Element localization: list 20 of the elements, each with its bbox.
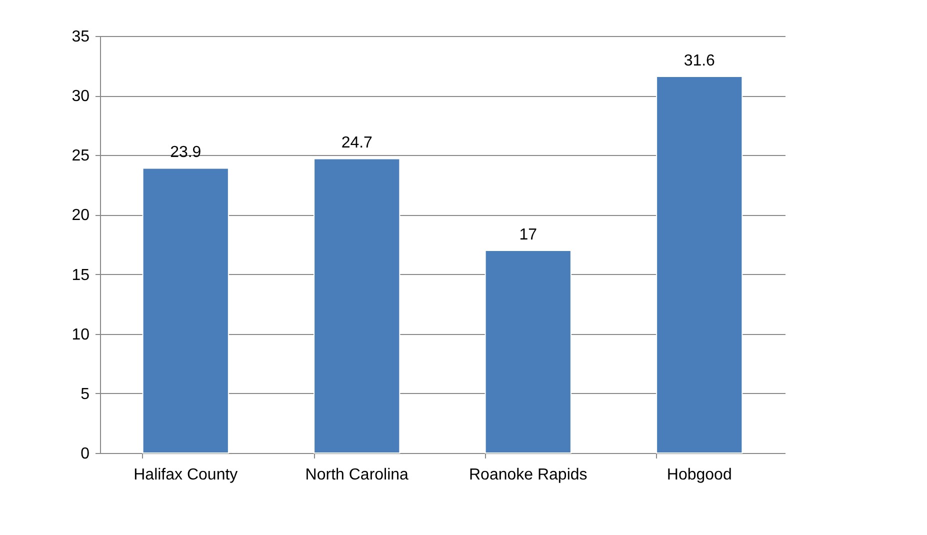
bar: [314, 158, 400, 454]
data-label: 17: [519, 226, 538, 244]
bar: [484, 250, 572, 454]
y-tick-label: 35: [72, 28, 90, 46]
data-label: 23.9: [170, 144, 202, 162]
y-tick-label: 30: [72, 88, 90, 106]
x-tick-label: Roanoke Rapids: [468, 466, 588, 484]
y-tick-label: 10: [72, 326, 90, 344]
bar: [656, 76, 743, 454]
x-tick-label: North Carolina: [305, 466, 409, 484]
data-label: 31.6: [684, 52, 716, 70]
y-tick-label: 15: [72, 266, 90, 284]
y-tick-label: 25: [72, 148, 90, 165]
y-tick-label: 20: [72, 207, 90, 224]
y-tick-label: 5: [80, 386, 90, 403]
data-label: 24.7: [341, 134, 373, 152]
bar: [142, 168, 229, 454]
x-tick-label: Halifax County: [134, 466, 238, 484]
y-tick-label: 0: [80, 446, 90, 462]
x-tick-label: Hobgood: [666, 466, 732, 484]
